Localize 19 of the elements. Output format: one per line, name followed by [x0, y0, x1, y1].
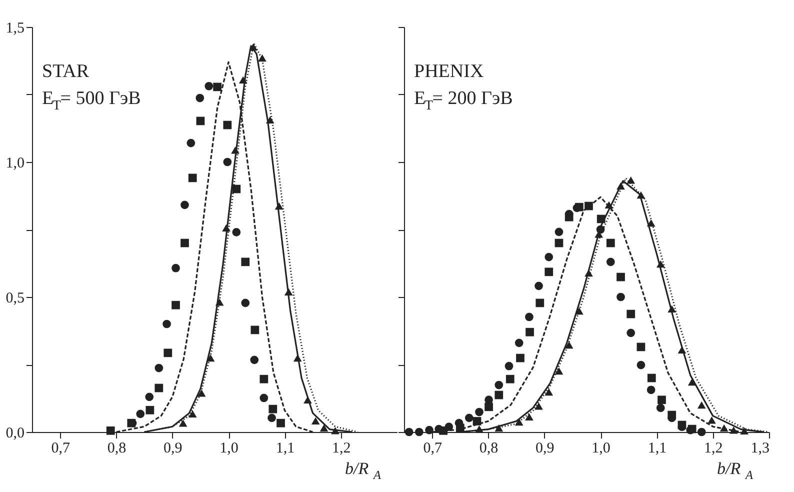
y-tick-label: 0,5: [6, 290, 24, 306]
x-tick-label: 0,8: [479, 440, 498, 456]
x-tick-label: 1,2: [332, 440, 351, 456]
x-tick-label: 1,0: [220, 440, 238, 456]
x-tick-label: 1,2: [704, 440, 723, 456]
x-tick-label: 0,9: [536, 440, 554, 456]
x-tick-label: 1,3: [750, 440, 770, 456]
x-tick-label: 0,7: [423, 440, 442, 456]
y-tick-label: 1,0: [6, 156, 24, 172]
annotation: PHENIX: [414, 61, 484, 82]
x-tick-label: 1,1: [648, 440, 667, 456]
annotation: STAR: [42, 61, 90, 82]
x-tick-label: 1,1: [276, 440, 295, 456]
x-tick-label: 1,0: [592, 440, 610, 456]
x-tick-label: 0,8: [107, 440, 126, 456]
x-tick-label: 0,9: [164, 440, 182, 456]
y-tick-label: 1,5: [6, 20, 24, 36]
x-tick-label: 0,7: [51, 440, 70, 456]
y-tick-label: 0,0: [6, 426, 24, 442]
